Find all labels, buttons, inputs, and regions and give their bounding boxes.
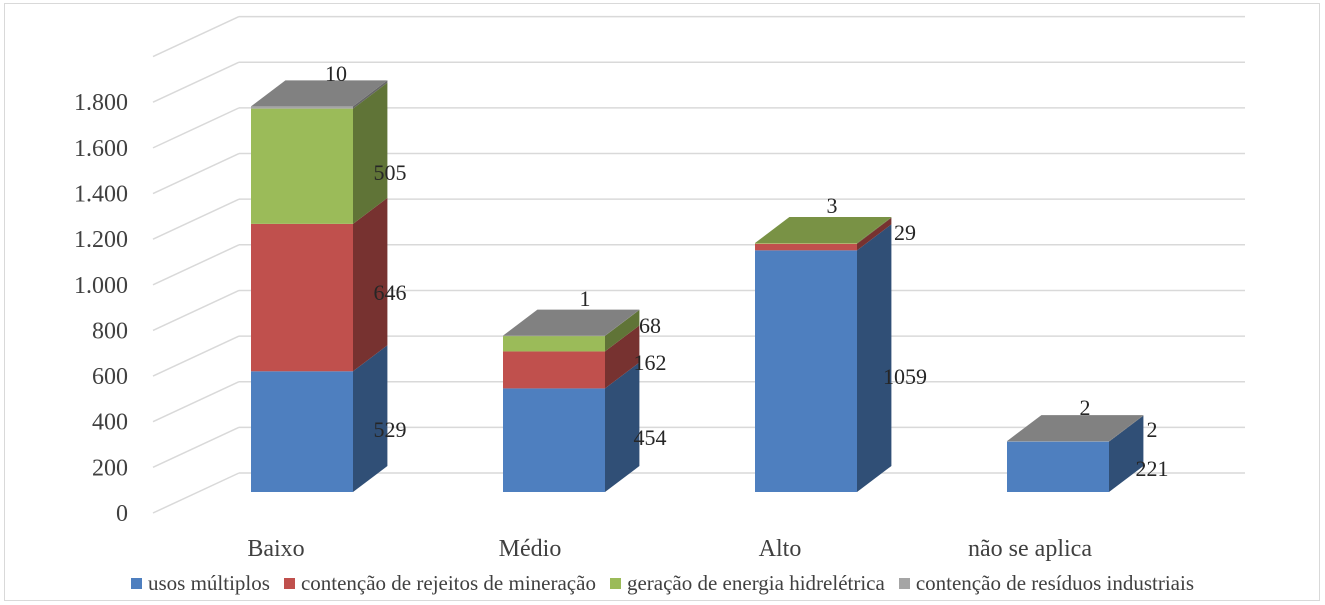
gridline-diagonal [152,152,240,195]
data-label: 2 [1147,417,1158,442]
x-category-label: não se aplica [968,536,1092,562]
x-category-label: Alto [759,536,802,562]
legend-label: usos múltiplos [147,571,270,595]
bar-segment-side [605,309,640,336]
bar-segment-front [755,250,857,492]
data-label: 646 [374,280,407,305]
data-label: 162 [634,350,667,375]
x-category-label: Baixo [247,536,304,562]
gridline-diagonal [152,61,240,103]
bar-segment-side [1109,415,1144,492]
gridline-diagonal [152,15,240,58]
y-tick-label: 1.800 [74,90,128,116]
y-tick-label: 1.400 [74,182,128,208]
data-label: 1 [580,286,591,311]
y-axis-ticks: 0 200 400 600 800 1.000 1.200 1.400 1.600 1.800 [74,90,128,527]
bar-segment-side [605,309,640,352]
legend-label: contenção de resíduos industriais [915,571,1195,595]
legend-swatch [898,578,910,589]
bar-segment-top [1007,415,1144,442]
bar-segment-front [251,106,353,109]
data-label: 29 [894,220,916,245]
gridlines [152,15,1245,514]
legend: usos múltiplos contenção de rejeitos de … [0,571,1325,596]
bar-segment-front [1007,441,1109,492]
data-label: 3 [827,193,838,218]
gridline-diagonal [152,335,240,377]
data-label: 221 [1136,456,1169,481]
gridline-diagonal [152,289,240,332]
bar-segment-side [605,362,640,492]
data-labels: 529 646 505 10 454 162 68 1 1059 29 3 221 2 2 [325,61,1169,481]
bar-segment-front [503,335,605,337]
y-tick-label: 1.600 [74,136,128,162]
bar-segment-side [353,80,388,109]
y-tick-label: 1.200 [74,227,128,253]
bar-segment-front [251,108,353,224]
legend-item-usos-multiplos: usos múltiplos [130,571,270,596]
legend-item-rejeitos-mineracao: contenção de rejeitos de mineração [283,571,596,596]
y-tick-label: 1.000 [74,273,128,299]
bar-segment-front [503,388,605,492]
bar-segment-front [755,243,857,244]
y-tick-label: 200 [92,455,128,481]
gridline-diagonal [152,381,240,423]
y-tick-label: 400 [92,410,128,436]
bar-segment-side [353,345,388,492]
bar-segment-side [857,224,892,493]
bar-segment-side [857,217,892,244]
bars [251,80,1144,493]
gridline-diagonal [152,244,240,286]
bar-segment-front [503,351,605,389]
legend-label: geração de energia hidrelétrica [626,571,885,595]
gridline-diagonal [152,107,240,149]
y-tick-label: 600 [92,364,128,390]
bar-segment-top [755,217,892,244]
data-label: 2 [1080,395,1091,420]
bar-segment-top [503,309,640,336]
bar-segment-side [1109,415,1144,442]
data-label: 1059 [883,364,927,389]
x-category-label: Médio [499,536,562,562]
legend-swatch [609,578,621,589]
bar-segment-side [605,325,640,389]
x-axis-categories: Baixo Médio Alto não se aplica [247,536,1092,562]
data-label: 454 [634,425,667,450]
gridline-diagonal [152,472,240,514]
bar-segment-front [1007,441,1109,442]
legend-swatch [130,578,142,589]
data-label: 68 [639,313,661,338]
bar-segment-front [755,243,857,251]
y-tick-label: 800 [92,318,128,344]
legend-item-residuos-industriais: contenção de resíduos industriais [898,571,1195,596]
bar-segment-front [503,335,605,352]
bar-segment-side [353,197,388,372]
bar-segment-side [857,217,892,251]
bar-segment-side [353,82,388,224]
data-label: 505 [374,160,407,185]
bar-segment-front [251,223,353,372]
y-tick-label: 0 [116,501,128,527]
data-label: 10 [325,61,347,86]
chart-frame [4,3,1320,601]
legend-label: contenção de rejeitos de mineração [300,571,596,595]
data-label: 529 [374,417,407,442]
gridline-diagonal [152,198,240,240]
gridline-diagonal [152,426,240,469]
legend-item-energia-hidreletrica: geração de energia hidrelétrica [609,571,885,596]
legend-swatch [283,578,295,589]
bar-segment-top [251,80,388,107]
bar-segment-front [251,371,353,492]
